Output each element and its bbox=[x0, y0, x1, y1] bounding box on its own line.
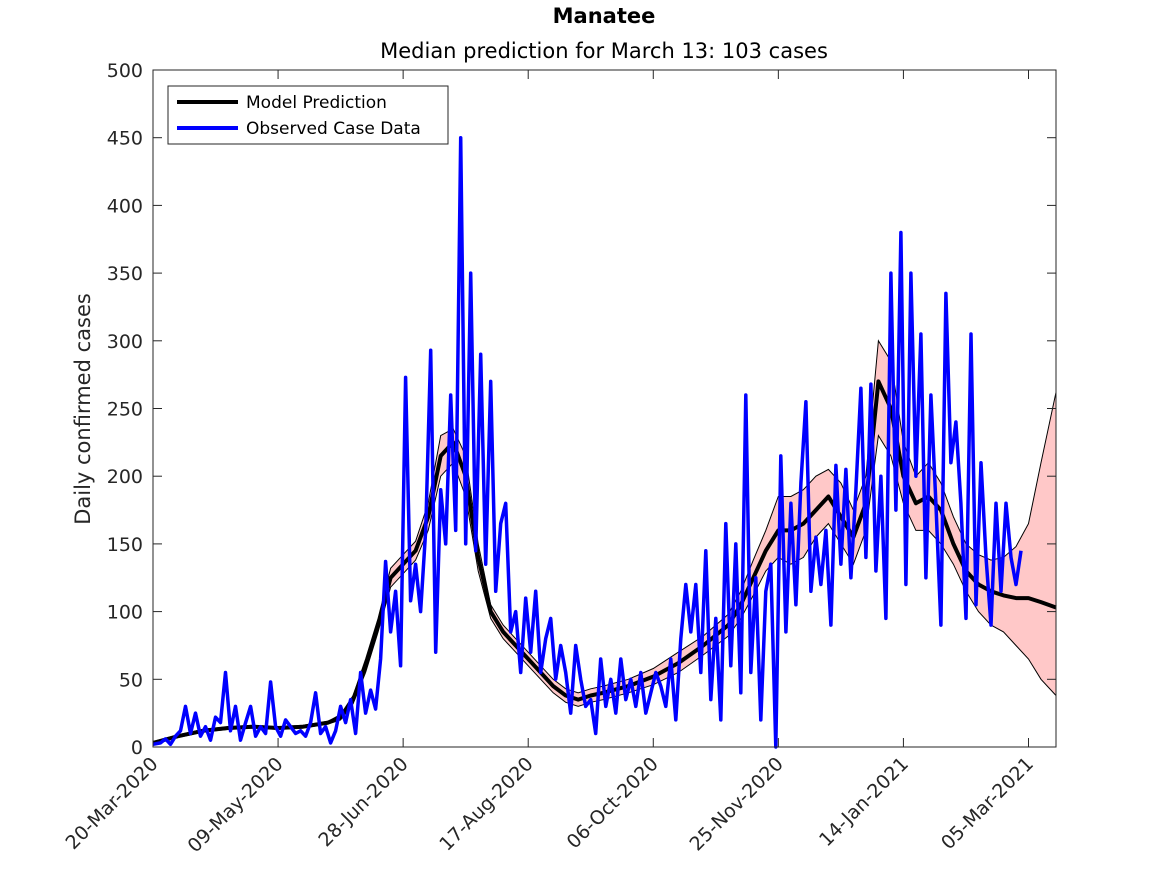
y-tick-label: 200 bbox=[107, 466, 143, 488]
y-tick-label: 300 bbox=[107, 331, 143, 353]
y-tick-label: 400 bbox=[107, 195, 143, 217]
legend-box bbox=[167, 85, 449, 145]
y-tick-label: 150 bbox=[107, 534, 143, 556]
plot-area: 05010015020025030035040045050020-Mar-202… bbox=[62, 60, 1057, 857]
y-tick-label: 450 bbox=[107, 128, 143, 150]
legend: Model Prediction Observed Case Data bbox=[167, 85, 449, 145]
y-tick-label: 0 bbox=[131, 737, 143, 759]
series-layer bbox=[152, 135, 1057, 749]
y-tick-label: 500 bbox=[107, 60, 143, 82]
chart-title: Manatee bbox=[553, 4, 656, 28]
y-tick-label: 350 bbox=[107, 263, 143, 285]
y-tick-label: 100 bbox=[107, 602, 143, 624]
y-tick-label: 50 bbox=[119, 669, 143, 691]
plot-background bbox=[153, 70, 1056, 747]
legend-label-model: Model Prediction bbox=[246, 93, 387, 113]
legend-label-observed: Observed Case Data bbox=[246, 119, 421, 139]
y-axis-label: Daily confirmed cases bbox=[71, 293, 95, 525]
y-tick-label: 250 bbox=[107, 399, 143, 421]
series-observed-case-data bbox=[152, 135, 1023, 749]
chart-subtitle: Median prediction for March 13: 103 case… bbox=[380, 39, 828, 63]
